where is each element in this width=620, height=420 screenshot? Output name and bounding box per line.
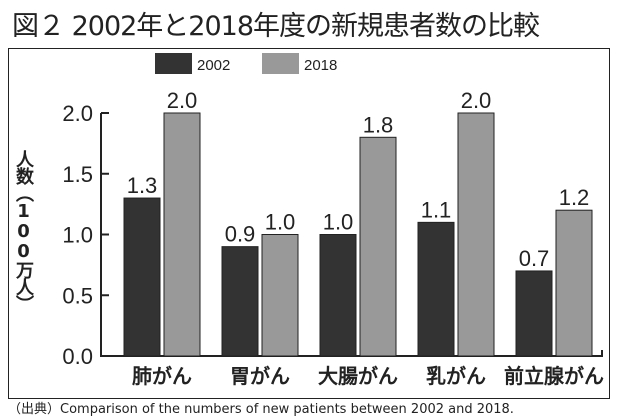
legend-label-2002: 2002 [197, 57, 230, 74]
bar-2002 [515, 270, 553, 357]
y-tick-label: 0.0 [62, 344, 93, 369]
chart-frame [8, 48, 610, 399]
bar-2018 [555, 209, 593, 357]
chart-title: 図２ 2002年と2018年度の新規患者数の比較 [12, 11, 540, 42]
bar-2002 [319, 234, 357, 357]
legend-swatch-2002 [155, 53, 192, 74]
y-tick-label: 1.5 [62, 162, 93, 187]
x-tick-label: 前立腺がん [504, 364, 604, 388]
bar-2002 [417, 221, 455, 357]
y-tick-label: 2.0 [62, 101, 93, 126]
data-label: 1.1 [421, 197, 452, 222]
bar-2018 [457, 112, 495, 357]
y-tick-label: 1.0 [62, 223, 93, 248]
legend-swatch-2018 [262, 53, 299, 74]
bar-2018 [261, 234, 299, 357]
x-tick-label: 大腸がん [318, 364, 398, 388]
bar-2002 [221, 246, 259, 357]
data-label: 1.0 [265, 210, 296, 235]
bar-2018 [163, 112, 201, 357]
data-label: 2.0 [461, 88, 492, 113]
data-label: 2.0 [167, 88, 198, 113]
bar-2002 [123, 197, 161, 357]
data-label: 0.9 [225, 222, 256, 247]
data-label: 1.8 [363, 112, 394, 137]
y-axis-label: 人数（100万人） [13, 150, 34, 312]
data-label: 0.7 [519, 246, 550, 271]
legend-label-2018: 2018 [304, 57, 337, 74]
bar-2018 [359, 136, 397, 357]
y-tick-label: 0.5 [62, 283, 93, 308]
x-tick-label: 胃がん [230, 364, 290, 388]
source-note: （出典）Comparison of the numbers of new pat… [8, 402, 514, 417]
data-label: 1.2 [559, 185, 590, 210]
data-label: 1.0 [323, 210, 354, 235]
x-tick-label: 乳がん [426, 364, 486, 388]
data-label: 1.3 [127, 173, 158, 198]
x-tick-label: 肺がん [132, 364, 192, 388]
